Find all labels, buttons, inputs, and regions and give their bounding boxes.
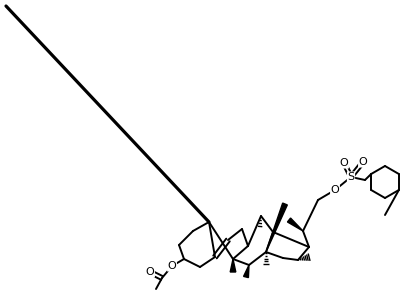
Text: O: O	[145, 267, 154, 277]
Polygon shape	[243, 265, 248, 278]
Polygon shape	[230, 259, 235, 272]
Text: O: O	[167, 261, 176, 271]
Text: O: O	[358, 157, 367, 167]
Polygon shape	[287, 218, 302, 231]
Text: S: S	[346, 172, 354, 182]
Polygon shape	[265, 203, 287, 252]
Text: O: O	[330, 185, 338, 195]
Text: O: O	[339, 158, 348, 168]
